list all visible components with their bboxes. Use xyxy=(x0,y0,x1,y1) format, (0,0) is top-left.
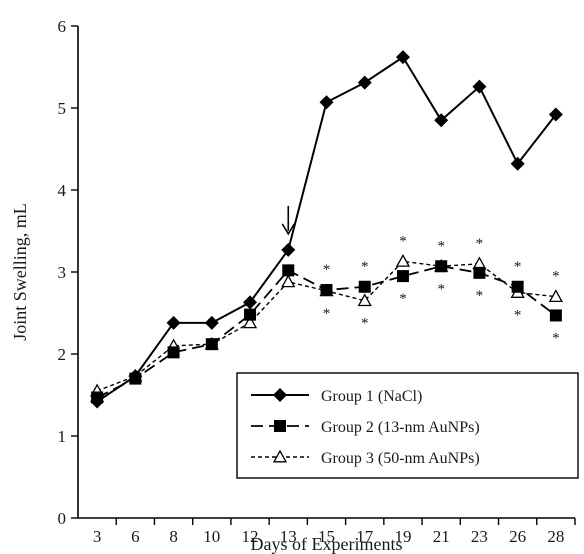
series-2-point xyxy=(549,309,562,322)
series-1-point xyxy=(243,295,258,310)
significance-star: * xyxy=(476,288,484,304)
series-2-point xyxy=(396,270,409,283)
series-1-point xyxy=(548,107,563,122)
arrow-head xyxy=(281,223,295,236)
series-2-point xyxy=(282,264,295,277)
x-tick-label: 15 xyxy=(318,527,335,546)
series-2-point xyxy=(320,284,333,297)
significance-star: * xyxy=(476,236,484,252)
legend-marker-1 xyxy=(273,388,287,402)
significance-markers: * * * * * * * * * * * * * * xyxy=(323,233,560,346)
series-2-point xyxy=(205,338,218,351)
series-1-point xyxy=(166,315,181,330)
y-tick-label: 6 xyxy=(58,17,67,36)
series-2-point xyxy=(244,308,257,321)
y-tick-label: 3 xyxy=(58,263,67,282)
series-2-point xyxy=(511,280,524,293)
x-tick-label: 3 xyxy=(93,527,102,546)
series-3-point xyxy=(281,274,296,288)
x-tick-label: 28 xyxy=(547,527,564,546)
series-1 xyxy=(90,50,563,409)
y-tick-label: 0 xyxy=(58,509,67,528)
series-1-point xyxy=(128,369,143,384)
legend: Group 1 (NaCl) Group 2 (13-nm AuNPs) Group… xyxy=(236,372,579,479)
series-1-point xyxy=(204,315,219,330)
y-tick-label: 2 xyxy=(58,345,67,364)
significance-star: * xyxy=(552,269,560,285)
series-3-point xyxy=(395,254,411,267)
significance-star: * xyxy=(437,238,445,254)
legend-marker-2 xyxy=(274,420,286,432)
y-tick-label: 4 xyxy=(58,181,67,200)
significance-star: * xyxy=(361,316,369,332)
significance-star: * xyxy=(437,281,445,297)
series-3-point xyxy=(357,293,372,307)
significance-star: * xyxy=(399,233,407,249)
legend-label-1: Group 1 (NaCl) xyxy=(321,388,422,405)
series-1-point xyxy=(319,95,334,110)
x-tick-label: 23 xyxy=(471,527,488,546)
legend-marker-3 xyxy=(272,449,288,463)
series-2-point xyxy=(167,346,180,359)
significance-star: * xyxy=(514,308,522,324)
series-2-point xyxy=(473,266,486,279)
annotation-layer xyxy=(281,205,295,236)
series-2-point xyxy=(358,280,371,293)
series-1-point xyxy=(90,394,105,409)
x-tick-label: 19 xyxy=(394,527,411,546)
y-tick-label: 5 xyxy=(58,99,67,118)
series-1-point xyxy=(510,156,525,171)
legend-label-3: Group 3 (50-nm AuNPs) xyxy=(321,450,480,467)
series-2-point xyxy=(435,260,448,273)
x-tick-label: 12 xyxy=(242,527,259,546)
series-layer xyxy=(90,50,563,409)
x-tick-label: 21 xyxy=(433,527,450,546)
x-axis-label: Days of Experiments xyxy=(251,534,403,554)
series-1-point xyxy=(281,242,296,257)
series-3-point xyxy=(548,289,563,303)
y-axis-label: Joint Swelling, mL xyxy=(10,203,30,341)
x-tick-label: 10 xyxy=(203,527,220,546)
x-tick-label: 6 xyxy=(131,527,140,546)
significance-star: * xyxy=(323,306,331,322)
x-tick-label: 13 xyxy=(280,527,297,546)
significance-star: * xyxy=(361,259,369,275)
series-3-line xyxy=(96,260,556,392)
series-1-point xyxy=(472,79,487,94)
significance-star: * xyxy=(399,291,407,307)
series-1-point xyxy=(395,50,410,65)
significance-star: * xyxy=(514,259,522,275)
series-3-point xyxy=(242,315,258,329)
x-tick-label: 26 xyxy=(509,527,526,546)
series-1-point xyxy=(357,75,372,90)
y-tick-label: 1 xyxy=(58,427,67,446)
x-tick-label: 17 xyxy=(356,527,374,546)
significance-star: * xyxy=(323,262,331,278)
x-tick-label: 8 xyxy=(169,527,178,546)
significance-star: * xyxy=(552,330,560,346)
legend-label-2: Group 2 (13-nm AuNPs) xyxy=(321,419,480,436)
series-1-point xyxy=(434,113,449,128)
